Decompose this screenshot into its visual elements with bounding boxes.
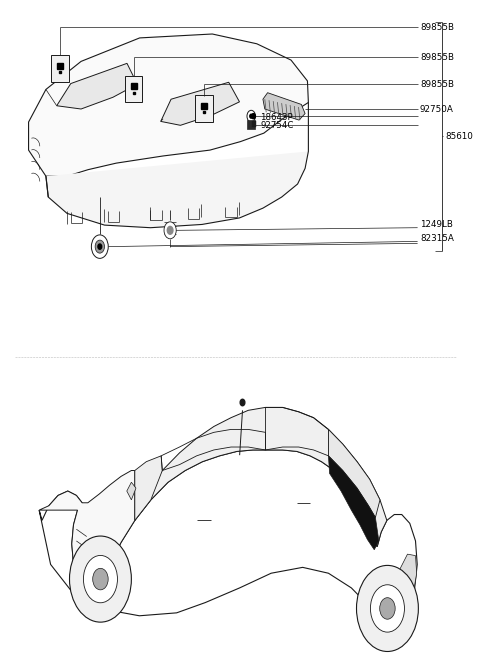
Text: 89855B: 89855B	[420, 53, 454, 62]
Circle shape	[95, 240, 105, 253]
Circle shape	[89, 196, 94, 204]
Polygon shape	[46, 102, 308, 228]
Polygon shape	[57, 64, 137, 109]
Circle shape	[240, 400, 245, 405]
Text: 85610: 85610	[446, 132, 474, 141]
Text: 82315A: 82315A	[420, 234, 454, 243]
Circle shape	[168, 227, 173, 234]
Polygon shape	[135, 456, 162, 520]
Polygon shape	[328, 456, 379, 550]
Circle shape	[98, 244, 102, 250]
Text: 1249LB: 1249LB	[420, 220, 453, 229]
Polygon shape	[39, 450, 417, 638]
Text: 89855B: 89855B	[420, 23, 454, 32]
Polygon shape	[135, 407, 387, 547]
Circle shape	[164, 222, 176, 239]
Polygon shape	[398, 554, 417, 608]
Circle shape	[247, 110, 255, 122]
Polygon shape	[51, 56, 69, 82]
Polygon shape	[247, 120, 255, 129]
Text: 18643P: 18643P	[260, 113, 293, 122]
Polygon shape	[252, 121, 256, 127]
Polygon shape	[125, 75, 143, 102]
Polygon shape	[263, 93, 305, 120]
Circle shape	[380, 597, 395, 619]
Polygon shape	[127, 482, 136, 500]
Polygon shape	[195, 95, 213, 122]
Circle shape	[93, 569, 108, 590]
Polygon shape	[328, 430, 380, 517]
Circle shape	[91, 235, 108, 258]
Circle shape	[87, 178, 96, 190]
Text: 89855B: 89855B	[420, 80, 454, 88]
Circle shape	[252, 113, 255, 119]
Circle shape	[371, 585, 405, 632]
Circle shape	[357, 565, 419, 652]
Polygon shape	[39, 470, 135, 588]
Text: 92754C: 92754C	[260, 121, 293, 130]
Circle shape	[70, 536, 132, 622]
Polygon shape	[80, 554, 98, 579]
Text: 92750A: 92750A	[420, 105, 454, 113]
Polygon shape	[161, 83, 240, 125]
Circle shape	[84, 555, 118, 603]
Polygon shape	[29, 34, 308, 176]
Circle shape	[250, 114, 252, 118]
